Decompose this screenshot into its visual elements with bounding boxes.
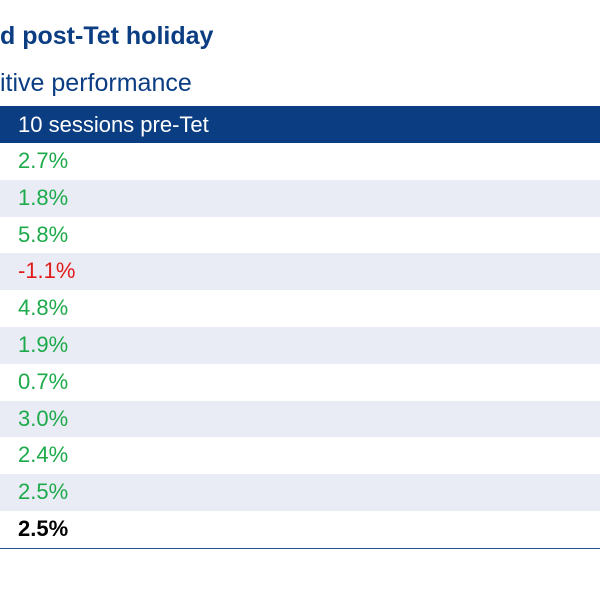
table-row: 5.8% — [0, 216, 600, 254]
table-row-total: 2.5% — [0, 510, 600, 548]
table-cell-value: 5.8% — [18, 221, 69, 247]
table-cell-value: -1.1% — [18, 258, 76, 284]
table-cell-value: 2.5% — [18, 515, 69, 541]
table-cell-value: 2.4% — [18, 442, 69, 468]
table-cell-value: 2.5% — [18, 479, 69, 505]
table-cell-value: 1.9% — [18, 331, 69, 357]
table-cell-value: 3.0% — [18, 405, 69, 431]
table-row: 1.8% — [0, 179, 600, 217]
table-cell-value: 1.8% — [18, 184, 69, 210]
page-title: d post-Tet holiday — [0, 22, 214, 50]
table-row: -1.1% — [0, 253, 600, 291]
table-row: 2.4% — [0, 437, 600, 475]
performance-table: 10 sessions pre-Tet 2.7% 1.8% 5.8% -1.1%… — [0, 106, 600, 549]
table-row: 1.9% — [0, 326, 600, 364]
table-row: 4.8% — [0, 290, 600, 327]
table-row: 2.7% — [0, 143, 600, 180]
table-cell-value: 4.8% — [18, 295, 69, 321]
table-row: 2.5% — [0, 474, 600, 511]
table-header: 10 sessions pre-Tet — [0, 106, 600, 143]
table-row: 0.7% — [0, 363, 600, 401]
page-subtitle: itive performance — [0, 69, 192, 97]
table-cell-value: 2.7% — [18, 148, 69, 173]
table-cell-value: 0.7% — [18, 368, 69, 394]
table-row: 3.0% — [0, 400, 600, 438]
